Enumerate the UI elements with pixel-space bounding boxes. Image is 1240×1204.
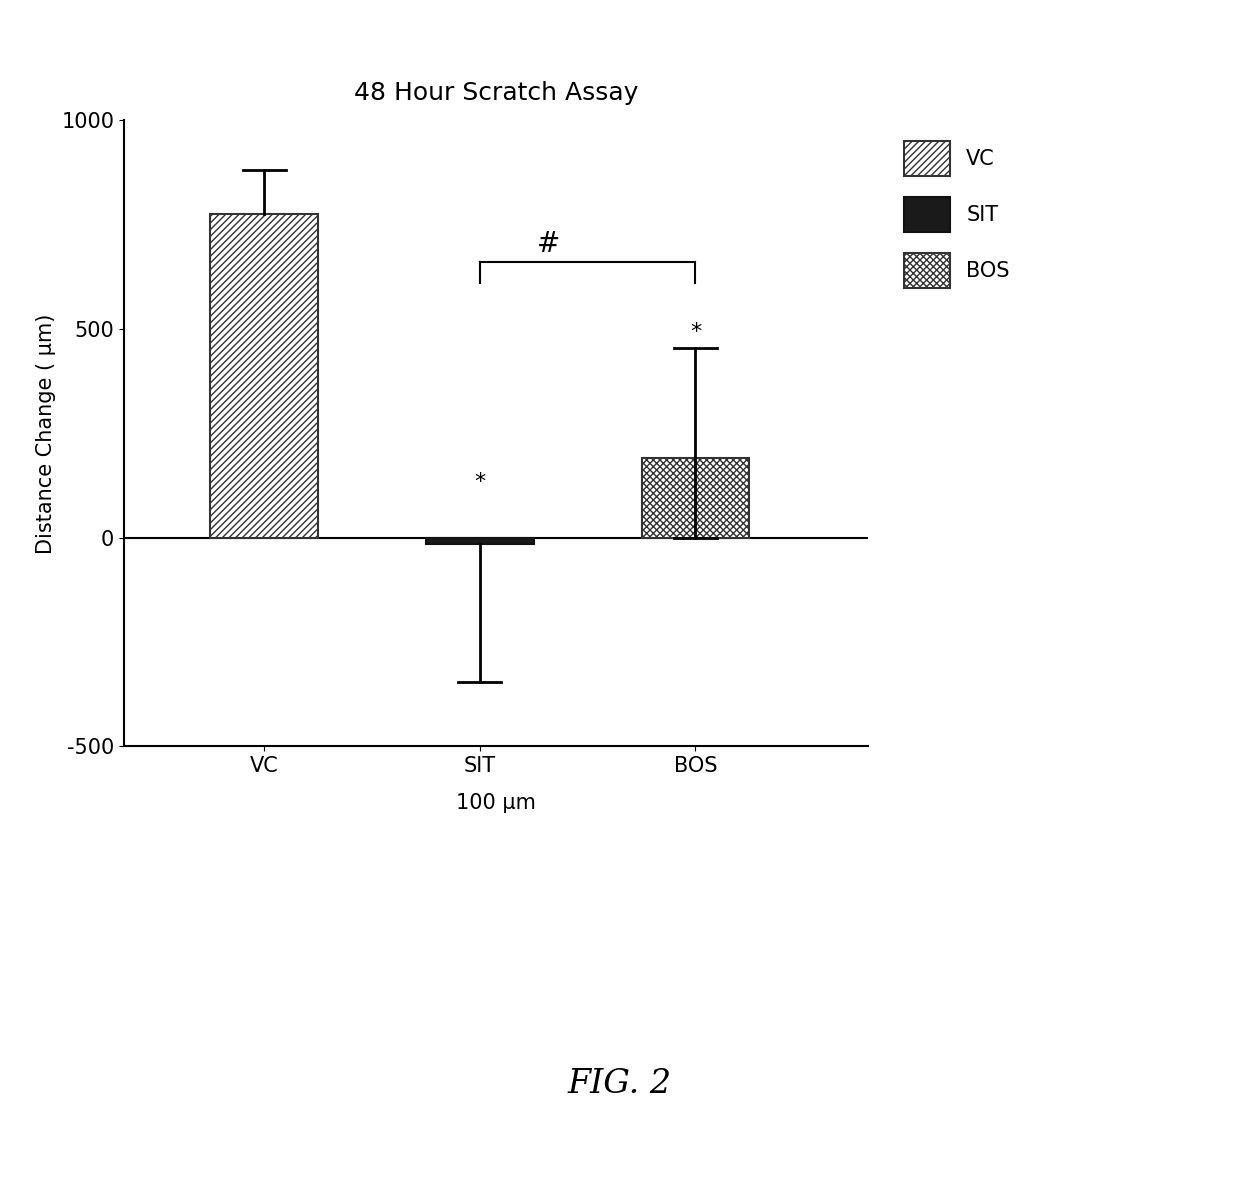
Bar (641, 459, 749, 538)
Text: #: # (537, 230, 560, 258)
Text: *: * (474, 472, 485, 492)
Bar (211, 214, 319, 538)
Title: 48 Hour Scratch Assay: 48 Hour Scratch Assay (353, 81, 639, 105)
Y-axis label: Distance Change ( μm): Distance Change ( μm) (36, 313, 56, 554)
Text: *: * (689, 321, 701, 342)
X-axis label: 100 μm: 100 μm (456, 793, 536, 813)
Text: FIG. 2: FIG. 2 (568, 1068, 672, 1099)
Legend: VC, SIT, BOS: VC, SIT, BOS (893, 131, 1021, 299)
Bar (425, 538, 533, 544)
